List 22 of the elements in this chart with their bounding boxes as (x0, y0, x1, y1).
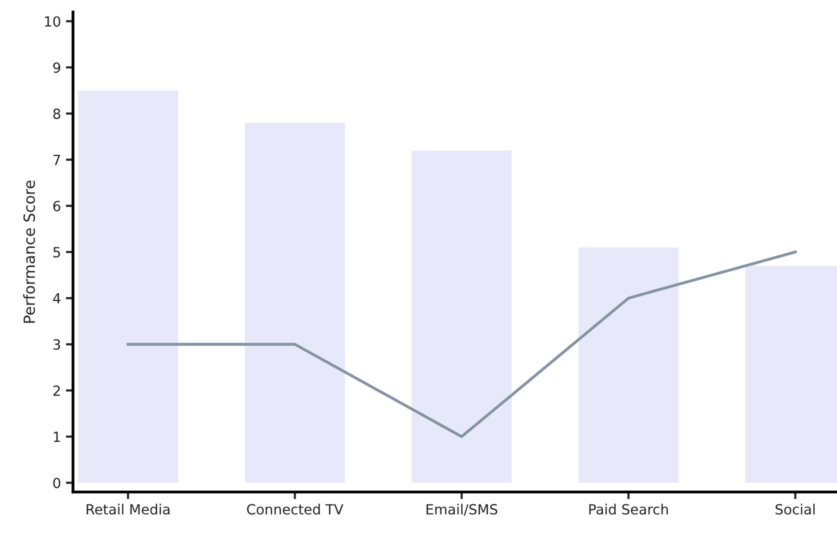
bar (412, 150, 512, 483)
y-tick-label: 1 (54, 432, 60, 442)
bar (78, 90, 178, 483)
y-tick-label: 5 (53, 247, 60, 258)
x-tick-label: Social (776, 504, 815, 515)
y-tick-label: 7 (53, 154, 60, 165)
y-tick-label: 4 (53, 293, 60, 304)
y-tick-label: 10 (45, 16, 60, 27)
x-tick-label: Retail Media (86, 504, 170, 515)
y-axis-title: Performance Score (23, 180, 36, 323)
bar (244, 122, 345, 483)
x-tick-label: Paid Search (589, 504, 668, 515)
y-tick-label: 2 (53, 385, 60, 396)
y-tick-label: 0 (53, 478, 60, 488)
x-tick-label: Email/SMS (426, 504, 498, 516)
bar (578, 247, 679, 483)
y-tick-label: 9 (53, 62, 60, 73)
y-tick-label: 3 (53, 339, 60, 350)
line-series (126, 250, 797, 438)
y-tick-label: 8 (53, 108, 60, 120)
y-tick-label: 6 (53, 200, 60, 212)
x-tick-label: Connected TV (247, 504, 344, 515)
